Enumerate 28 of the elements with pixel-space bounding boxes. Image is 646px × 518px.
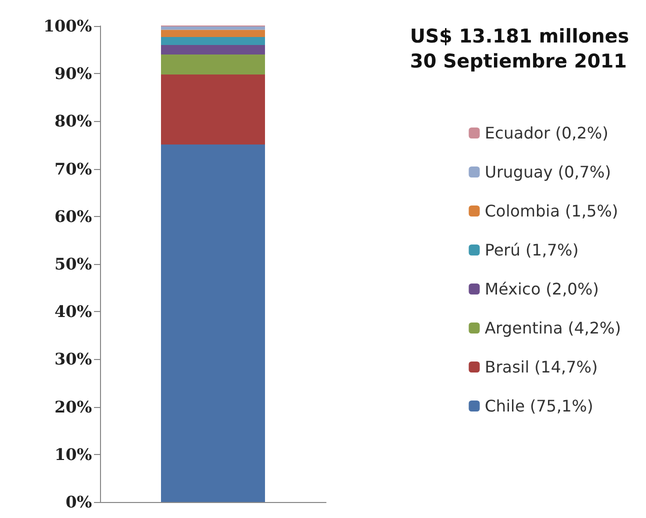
y-tick-label: 10% [54,444,92,464]
bar [161,36,265,46]
y-tick-label: 30% [54,350,92,369]
y-tick-label: 90% [54,64,92,84]
legend-label: Ecuador (0,2%) [484,124,608,142]
y-tick-label: 60% [54,206,92,226]
y-tick-label: 70% [54,159,92,178]
y-tick-label: 0% [66,492,92,512]
y-tick-label: 20% [54,397,92,416]
text: US$ 13.181 millones [410,26,630,48]
y-tick-label: 40% [54,302,92,322]
bar [161,144,265,502]
text: 30 Septiembre 2011 [410,50,627,72]
bar [161,26,265,30]
legend-label: Uruguay (0,7%) [484,162,611,182]
legend-label: Colombia (1,5%) [484,202,618,220]
bar [161,30,265,37]
bar [161,45,265,55]
legend-label: Argentina (4,2%) [484,318,621,338]
legend-label: México (2,0%) [484,280,599,298]
legend-label: Brasil (14,7%) [484,358,598,376]
legend-label: Chile (75,1%) [484,396,594,416]
bar [161,74,265,145]
legend-label: Perú (1,7%) [484,240,579,260]
bar [161,54,265,75]
y-tick-label: 50% [54,254,92,274]
y-tick-label: 100% [43,16,92,36]
y-tick-label: 80% [54,112,92,131]
